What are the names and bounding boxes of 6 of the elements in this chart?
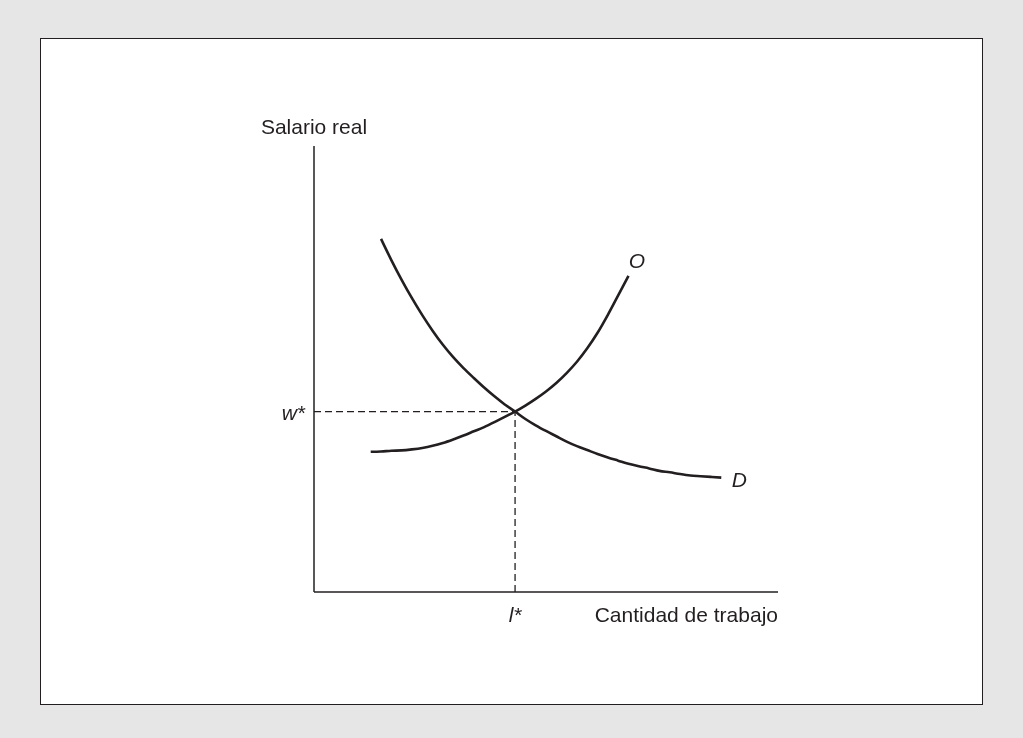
- series-label: O: [628, 248, 646, 272]
- x-axis-title: Cantidad de trabajo: [594, 603, 778, 626]
- y-axis-title: Salario real: [260, 115, 368, 138]
- text: l*: [508, 603, 523, 626]
- ref-line-label: w*: [281, 400, 306, 424]
- series-label: D: [731, 467, 747, 491]
